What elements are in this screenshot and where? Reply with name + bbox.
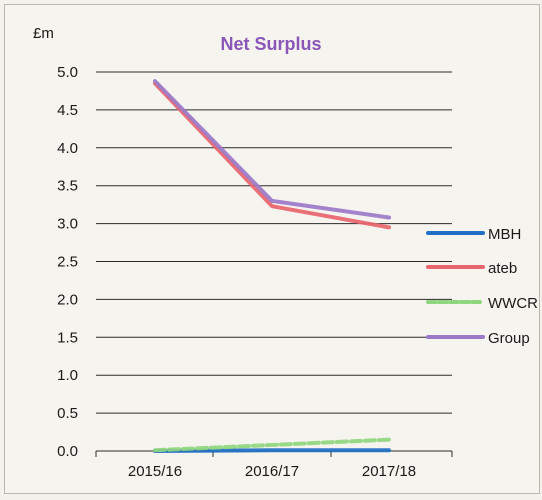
- y-tick-label: 2.5: [57, 254, 78, 271]
- y-tick-label: 0.0: [57, 443, 78, 460]
- legend-label-wwcr: WWCR: [488, 295, 538, 312]
- x-tick-label: 2017/18: [362, 463, 416, 480]
- y-tick-label: 4.5: [57, 102, 78, 119]
- y-tick-label: 3.5: [57, 178, 78, 195]
- y-tick-label: 3.0: [57, 216, 78, 233]
- x-tick-label: 2015/16: [128, 463, 182, 480]
- y-tick-label: 5.0: [57, 64, 78, 81]
- x-axis: 2015/16 2016/17 2017/18: [96, 451, 452, 480]
- legend-label-mbh: MBH: [488, 226, 521, 243]
- y-tick-label: 4.0: [57, 140, 78, 157]
- series-lines: [155, 81, 389, 451]
- series-line-group: [155, 81, 389, 217]
- legend-label-ateb: ateb: [488, 260, 517, 277]
- unit-label: £m: [33, 25, 54, 42]
- gridlines: [96, 72, 452, 451]
- y-tick-label: 1.0: [57, 367, 78, 384]
- x-tick-label: 2016/17: [245, 463, 299, 480]
- legend: MBH ateb WWCR Group: [428, 226, 538, 347]
- y-tick-label: 0.5: [57, 405, 78, 422]
- y-tick-label: 1.5: [57, 329, 78, 346]
- y-tick-label: 2.0: [57, 291, 78, 308]
- chart-title: Net Surplus: [220, 34, 321, 54]
- series-line-ateb: [155, 83, 389, 227]
- legend-label-group: Group: [488, 330, 530, 347]
- y-axis-ticks: 0.0 0.5 1.0 1.5 2.0 2.5 3.0 3.5 4.0 4.5 5.0: [57, 64, 78, 460]
